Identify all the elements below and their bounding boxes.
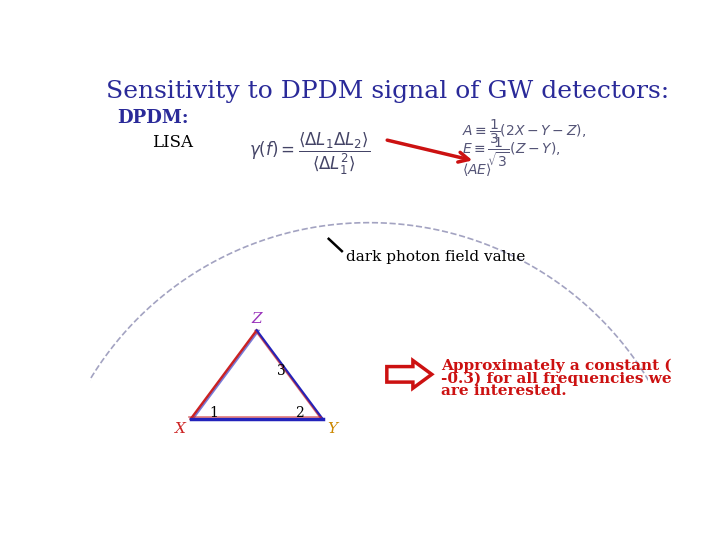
Text: DPDM:: DPDM: (117, 109, 189, 127)
Text: dark photon field value: dark photon field value (346, 249, 525, 264)
Text: $E \equiv \dfrac{1}{\sqrt{3}}(Z - Y),$: $E \equiv \dfrac{1}{\sqrt{3}}(Z - Y),$ (462, 136, 560, 169)
Text: 2: 2 (295, 406, 304, 420)
Polygon shape (387, 361, 432, 388)
Text: -0.3) for all frequencies we: -0.3) for all frequencies we (441, 372, 672, 386)
Text: LISA: LISA (152, 134, 193, 151)
Text: are interested.: are interested. (441, 383, 567, 397)
Text: 1: 1 (210, 406, 218, 420)
Text: Sensitivity to DPDM signal of GW detectors:: Sensitivity to DPDM signal of GW detecto… (106, 80, 669, 103)
Text: Approximately a constant (: Approximately a constant ( (441, 359, 672, 373)
Text: Y: Y (327, 422, 337, 436)
Text: $A \equiv \dfrac{1}{3}(2X - Y - Z),$: $A \equiv \dfrac{1}{3}(2X - Y - Z),$ (462, 117, 586, 145)
Text: Z: Z (251, 312, 262, 326)
Text: X: X (175, 422, 186, 436)
Text: 3: 3 (277, 364, 286, 378)
Text: $\langle AE \rangle$: $\langle AE \rangle$ (462, 161, 492, 178)
Text: $\gamma(f) = \dfrac{\langle \Delta L_1 \Delta L_2 \rangle}{\langle \Delta L_1^2 : $\gamma(f) = \dfrac{\langle \Delta L_1 \… (249, 130, 370, 177)
